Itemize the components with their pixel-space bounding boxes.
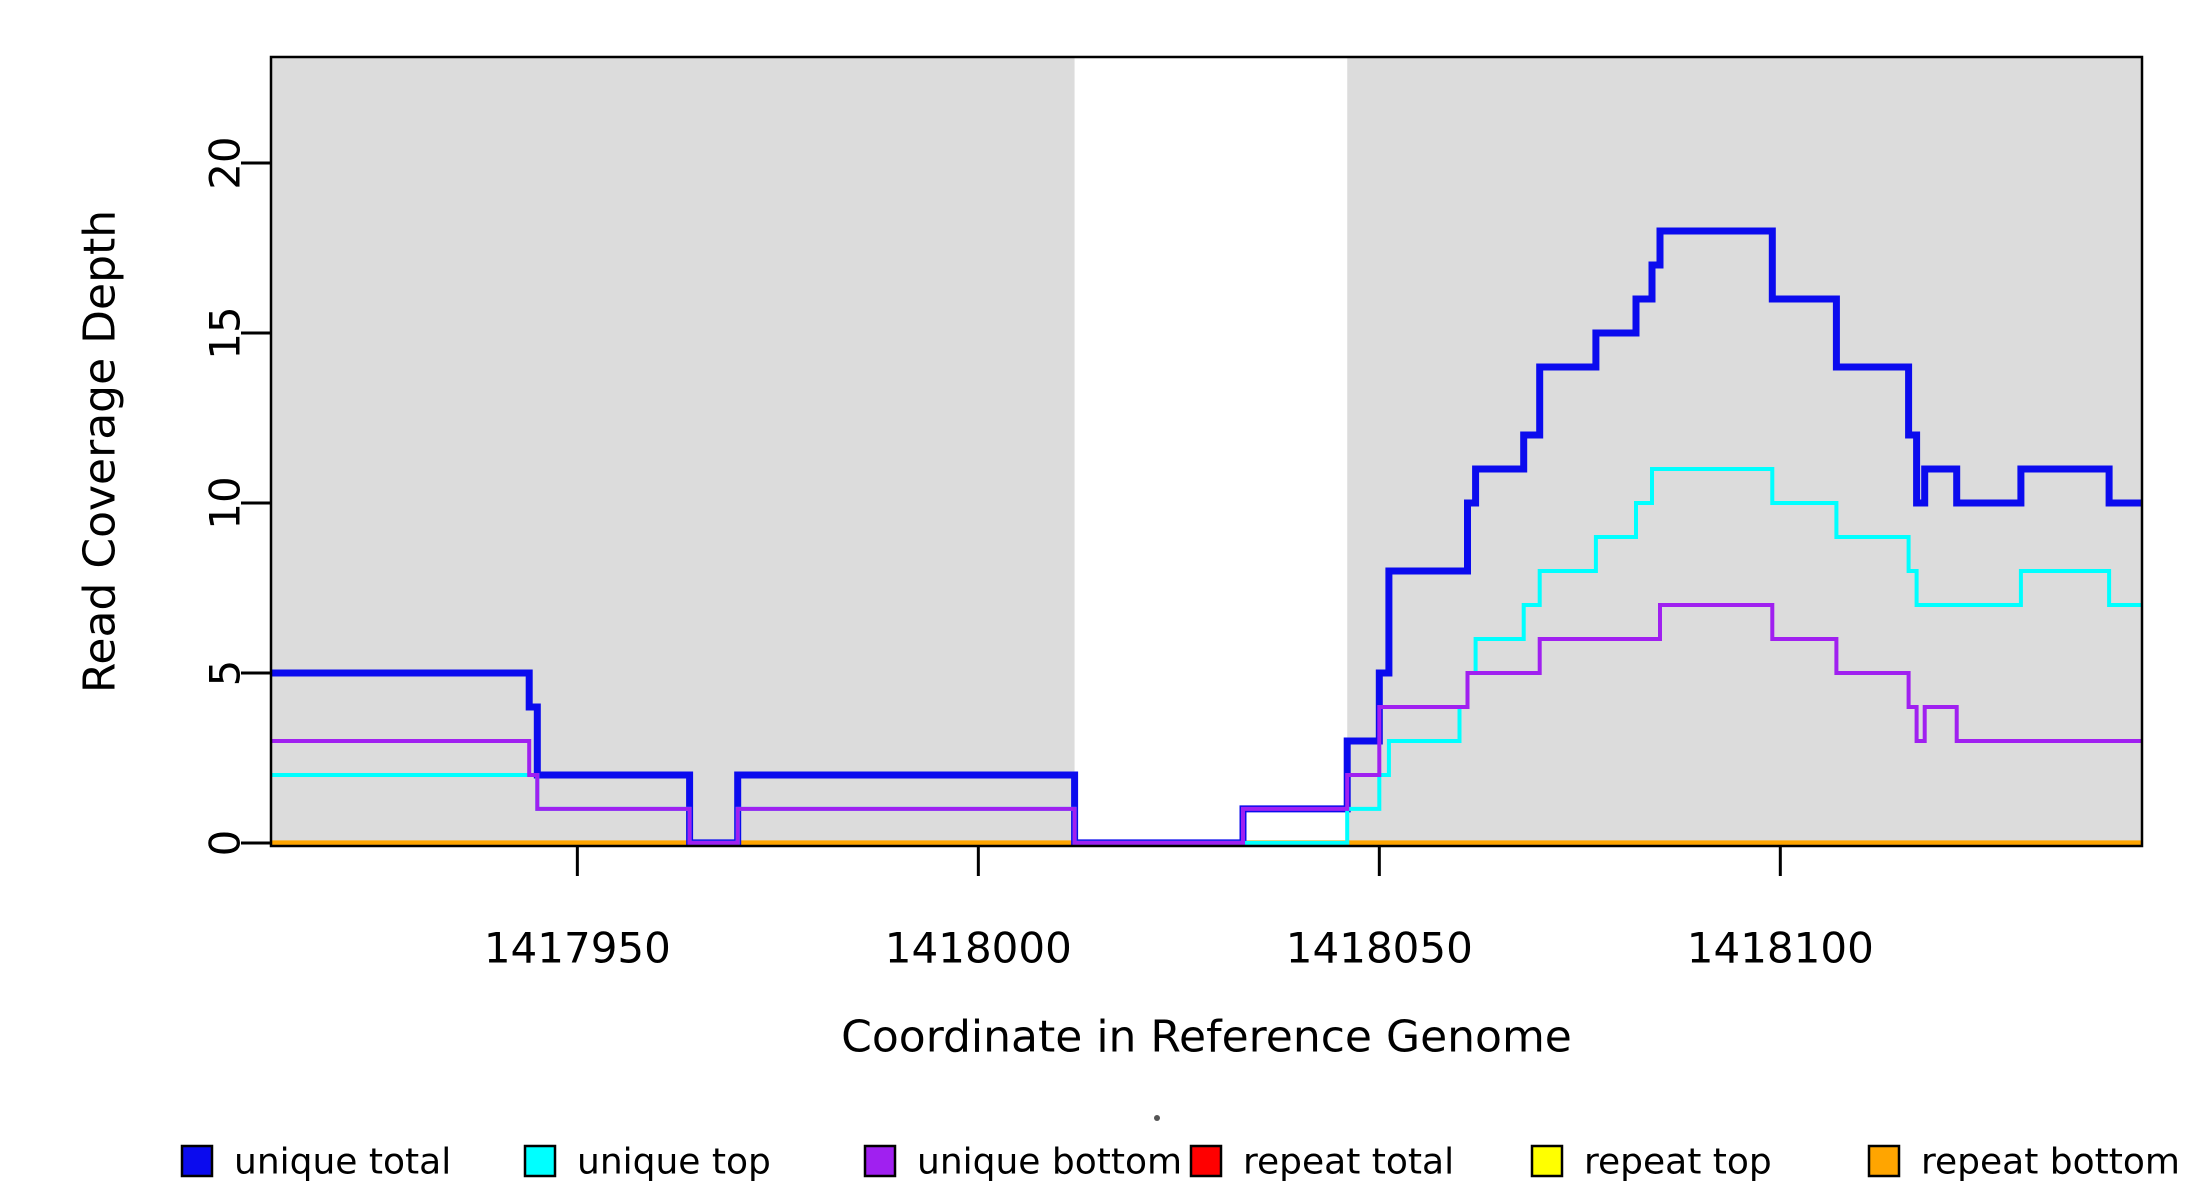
y-tick-label: 10 (201, 476, 250, 529)
x-tick-label: 1418100 (1687, 924, 1874, 973)
y-tick-label: 5 (201, 660, 250, 687)
artifact-dot (1154, 1115, 1160, 1121)
legend-swatch-repeat-bottom (1867, 1144, 1901, 1178)
legend-swatch-unique-top (523, 1144, 557, 1178)
x-tick-label: 1417950 (484, 924, 671, 973)
x-axis-title: Coordinate in Reference Genome (841, 1012, 1572, 1063)
y-axis-title: Read Coverage Depth (75, 210, 126, 693)
series-unique-bottom (271, 603, 2142, 845)
y-tick-label: 0 (201, 830, 250, 857)
y-tick-label: 15 (201, 306, 250, 359)
legend-swatch-repeat-top (1530, 1144, 1564, 1178)
plot-border (269, 55, 2144, 848)
legend-label-repeat-total: repeat total (1243, 1142, 1454, 1183)
legend-label-repeat-top: repeat top (1584, 1142, 1772, 1183)
legend-swatch-repeat-total (1189, 1144, 1223, 1178)
legend-label-unique-bottom: unique bottom (917, 1142, 1182, 1183)
legend-label-unique-total: unique total (234, 1142, 451, 1183)
legend-swatch-unique-total (180, 1144, 214, 1178)
legend-swatch-unique-bottom (863, 1144, 897, 1178)
shaded-region-2 (1347, 57, 2142, 846)
y-tick-label: 20 (201, 136, 250, 189)
x-tick-label: 1418050 (1286, 924, 1473, 973)
shaded-region-1 (271, 57, 1075, 846)
series-unique-total (271, 227, 2142, 847)
legend-label-repeat-bottom: repeat bottom (1921, 1142, 2180, 1183)
x-tick-label: 1418000 (885, 924, 1072, 973)
legend-label-unique-top: unique top (577, 1142, 771, 1183)
